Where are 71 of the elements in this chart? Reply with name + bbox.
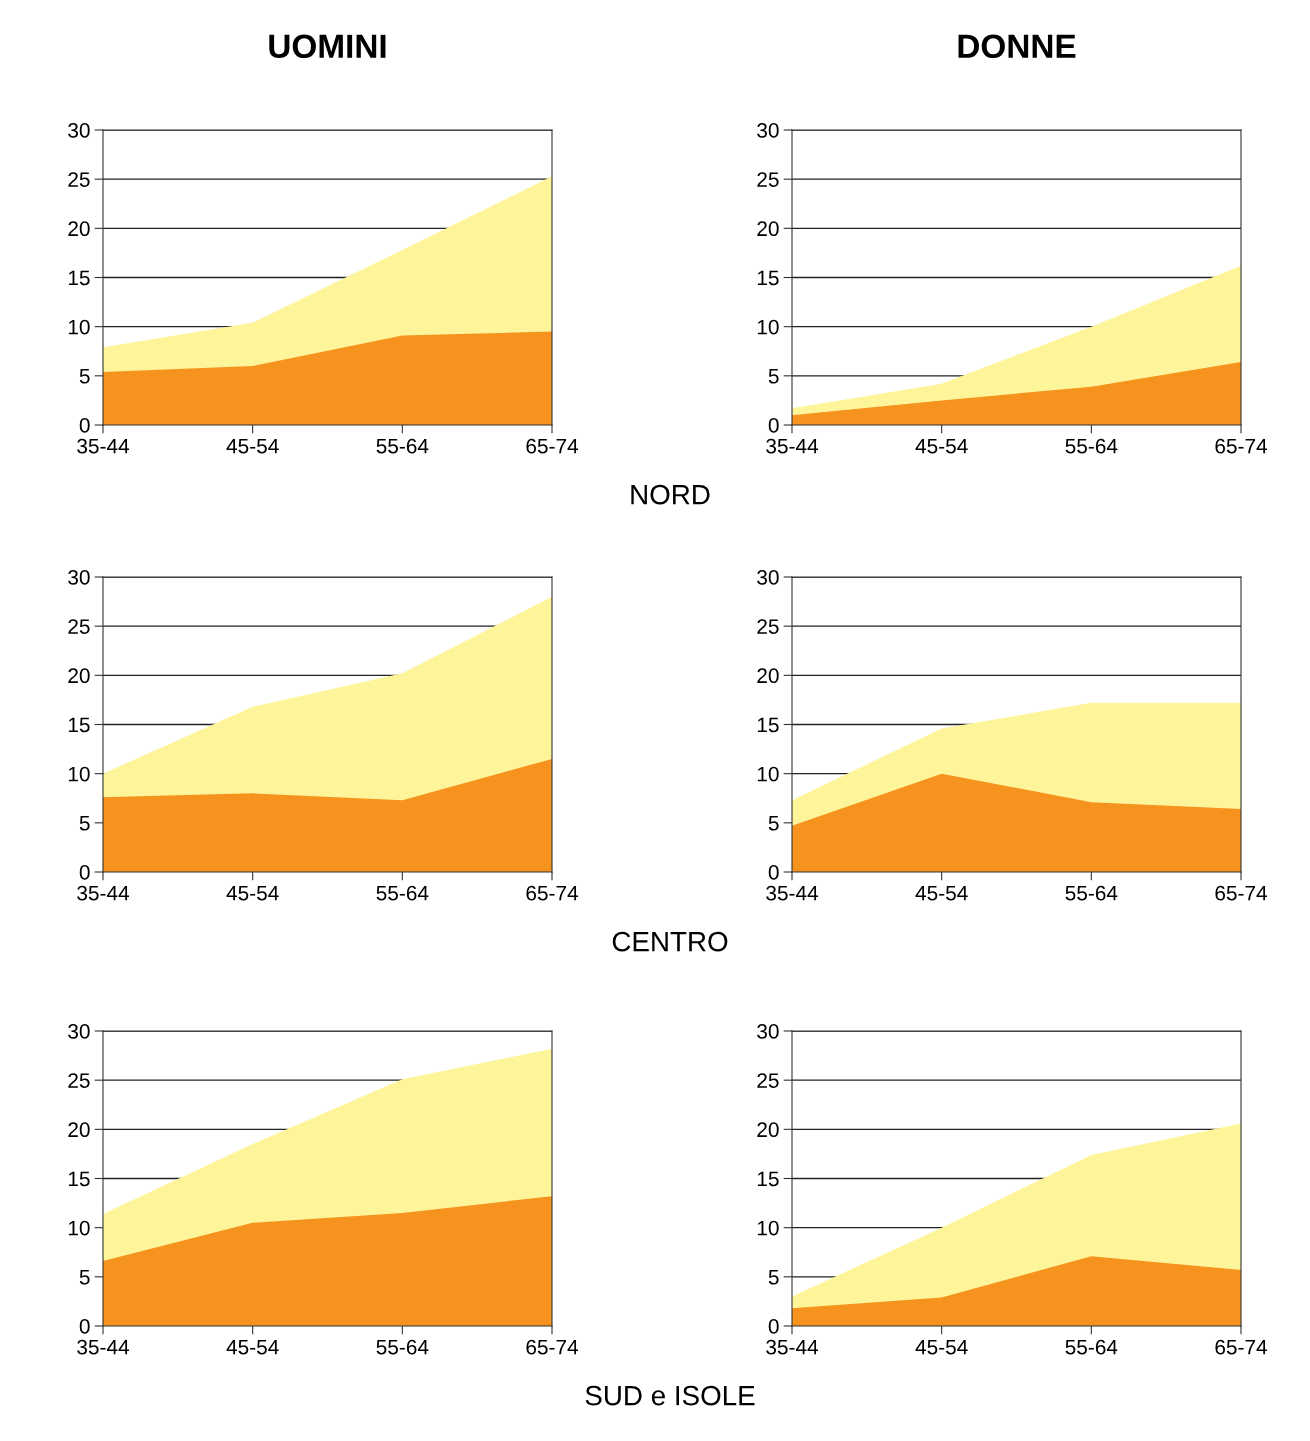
- y-tick-label: 5: [768, 816, 779, 831]
- y-tick-label: 25: [757, 1073, 779, 1088]
- y-tick-label: 30: [68, 1024, 90, 1039]
- y-tick-label: 10: [757, 766, 779, 782]
- text: NORD: [631, 484, 710, 505]
- y-tick-label: 0: [768, 418, 779, 433]
- x-tick-label: 65-74: [1215, 1339, 1268, 1355]
- x-tick-label: 45-54: [915, 885, 968, 901]
- x-tick-label: 35-44: [77, 1339, 130, 1355]
- y-tick-label: 30: [757, 570, 779, 585]
- y-tick-label: 15: [757, 1171, 779, 1187]
- x-tick-label: 35-44: [766, 438, 819, 454]
- x-tick-label: 55-64: [1065, 885, 1118, 901]
- y-tick-label: 20: [757, 221, 779, 237]
- y-tick-label: 25: [68, 172, 90, 187]
- y-tick-label: 0: [79, 865, 90, 880]
- x-tick-label: 45-54: [226, 885, 279, 901]
- x-tick-label: 55-64: [376, 438, 429, 454]
- x-tick-label: 65-74: [526, 885, 579, 901]
- x-tick-label: 65-74: [1215, 885, 1268, 901]
- y-tick-label: 15: [68, 270, 90, 286]
- x-tick-label: 45-54: [226, 1339, 279, 1355]
- x-tick-label: 55-64: [1065, 438, 1118, 454]
- y-tick-label: 20: [757, 1122, 779, 1138]
- y-tick-label: 25: [68, 1073, 90, 1088]
- y-tick-label: 10: [757, 1220, 779, 1236]
- y-tick-label: 20: [68, 1122, 90, 1138]
- y-tick-label: 15: [757, 717, 779, 733]
- chart-title: DONNE: [958, 34, 1076, 59]
- y-tick-label: 15: [68, 1171, 90, 1187]
- x-tick-label: 55-64: [1065, 1339, 1118, 1355]
- x-tick-label: 65-74: [526, 1339, 579, 1355]
- y-tick-label: 0: [768, 1319, 779, 1334]
- x-tick-label: 45-54: [915, 1339, 968, 1355]
- y-tick-label: 5: [79, 816, 90, 831]
- y-tick-label: 30: [68, 123, 90, 138]
- y-tick-label: 5: [768, 1270, 779, 1285]
- y-tick-label: 30: [757, 123, 779, 138]
- y-tick-label: 0: [79, 1319, 90, 1334]
- x-tick-label: 45-54: [915, 438, 968, 454]
- x-tick-label: 65-74: [526, 438, 579, 454]
- x-tick-label: 55-64: [376, 1339, 429, 1355]
- y-tick-label: 20: [68, 668, 90, 684]
- text: CENTRO: [612, 931, 728, 952]
- y-tick-label: 25: [757, 172, 779, 187]
- x-tick-label: 45-54: [226, 438, 279, 454]
- y-tick-label: 30: [68, 570, 90, 585]
- x-tick-label: 65-74: [1215, 438, 1268, 454]
- y-tick-label: 20: [757, 668, 779, 684]
- x-tick-label: 35-44: [77, 885, 130, 901]
- y-tick-label: 5: [79, 369, 90, 384]
- chart-title: UOMINI: [269, 34, 386, 59]
- y-tick-label: 10: [68, 766, 90, 782]
- y-tick-label: 10: [68, 319, 90, 335]
- y-tick-label: 30: [757, 1024, 779, 1039]
- y-tick-label: 10: [68, 1220, 90, 1236]
- y-tick-label: 20: [68, 221, 90, 237]
- y-tick-label: 5: [79, 1270, 90, 1285]
- x-tick-label: 35-44: [766, 1339, 819, 1355]
- y-tick-label: 0: [768, 865, 779, 880]
- y-tick-label: 25: [757, 619, 779, 634]
- y-tick-label: 5: [768, 369, 779, 384]
- y-tick-label: 15: [757, 270, 779, 286]
- y-tick-label: 25: [68, 619, 90, 634]
- x-tick-label: 55-64: [376, 885, 429, 901]
- x-tick-label: 35-44: [77, 438, 130, 454]
- x-tick-label: 35-44: [766, 885, 819, 901]
- y-tick-label: 15: [68, 717, 90, 733]
- y-tick-label: 10: [757, 319, 779, 335]
- text: SUD e ISOLE: [585, 1385, 755, 1406]
- y-tick-label: 0: [79, 418, 90, 433]
